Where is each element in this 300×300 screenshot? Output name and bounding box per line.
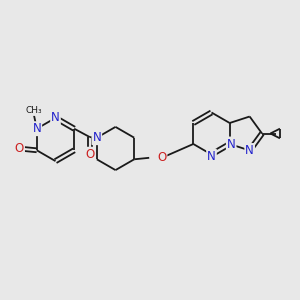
Text: O: O xyxy=(157,151,167,164)
Text: N: N xyxy=(51,111,60,124)
Text: N: N xyxy=(32,122,41,135)
Text: CH₃: CH₃ xyxy=(26,106,42,115)
Text: O: O xyxy=(86,148,95,161)
Text: N: N xyxy=(207,149,216,163)
Text: N: N xyxy=(227,137,236,151)
Text: N: N xyxy=(92,131,101,144)
Text: O: O xyxy=(15,142,24,155)
Text: N: N xyxy=(245,144,254,157)
